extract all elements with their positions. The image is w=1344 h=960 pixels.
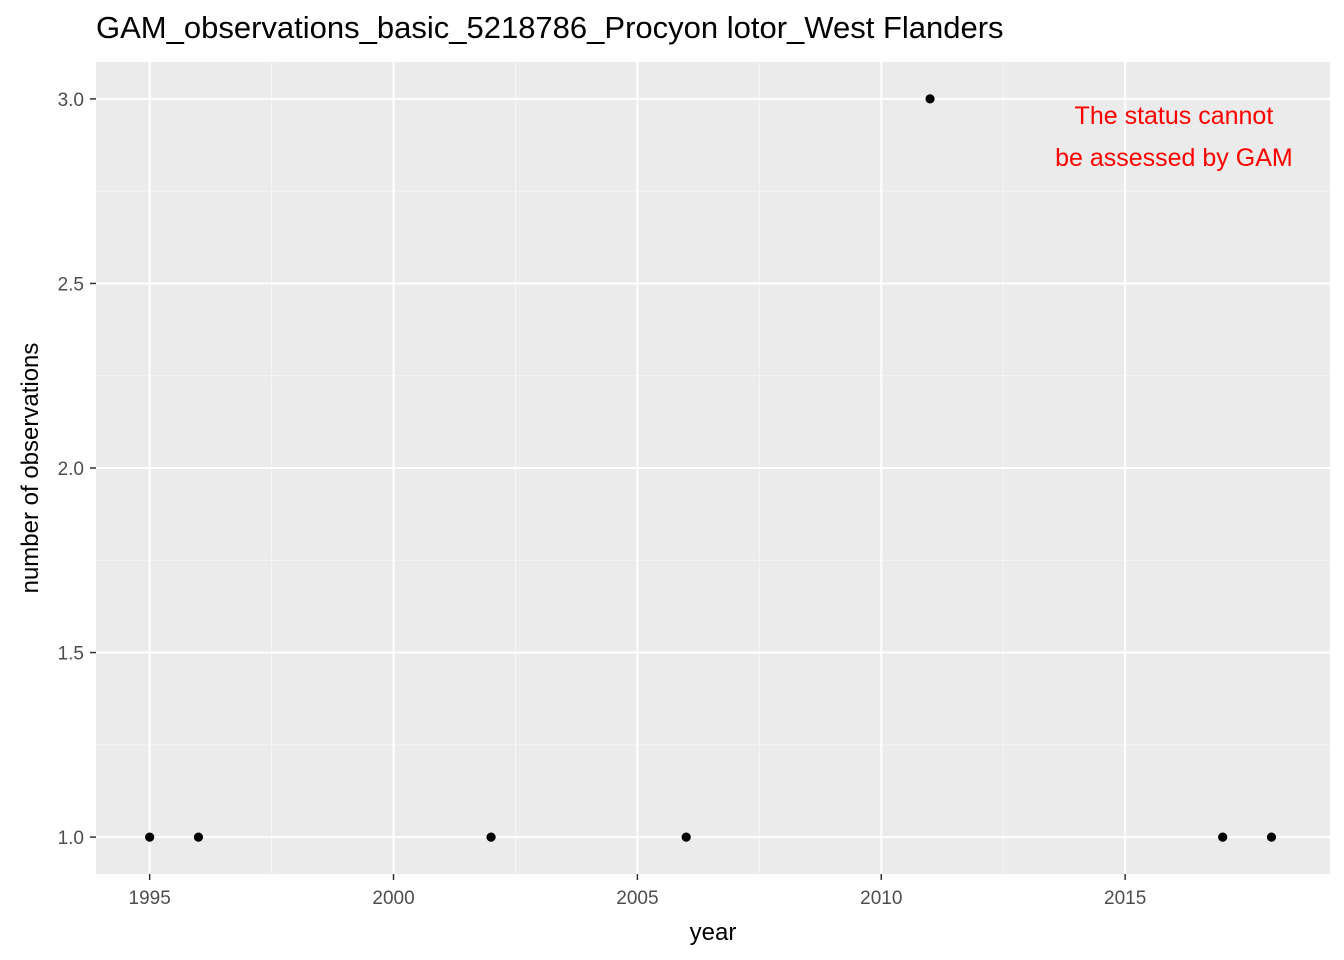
x-tick-label: 1995 [129, 888, 171, 909]
annotation-line: The status cannot [1075, 102, 1274, 130]
annotation-line: be assessed by GAM [1055, 144, 1293, 172]
x-tick-label: 2010 [860, 888, 902, 909]
y-axis: 1.0 1.5 2.0 2.5 3.0 [58, 90, 96, 849]
y-tick-label: 3.0 [58, 90, 84, 111]
data-point [925, 94, 935, 104]
data-point [1266, 832, 1277, 842]
chart-title: GAM_observations_basic_5218786_Procyon l… [96, 10, 1004, 45]
y-tick-label: 1.0 [58, 828, 84, 849]
data-point [1218, 832, 1228, 842]
data-point [145, 832, 155, 842]
x-tick-label: 2005 [616, 888, 658, 909]
data-points [145, 94, 1277, 842]
x-tick-label: 2015 [1104, 888, 1146, 909]
data-point [193, 832, 204, 842]
y-tick-label: 2.5 [58, 274, 84, 295]
x-axis: 1995 2000 2005 2010 2015 [129, 874, 1146, 909]
y-axis-title: number of observations [17, 343, 44, 594]
x-axis-title: year [690, 919, 737, 946]
x-tick-label: 2000 [372, 888, 414, 909]
y-tick-label: 1.5 [58, 644, 84, 665]
y-tick-label: 2.0 [58, 459, 84, 480]
data-point [681, 832, 691, 842]
annotation: The status cannot be assessed by GAM [1055, 102, 1293, 172]
major-grid [96, 62, 1330, 874]
data-point [486, 832, 496, 842]
